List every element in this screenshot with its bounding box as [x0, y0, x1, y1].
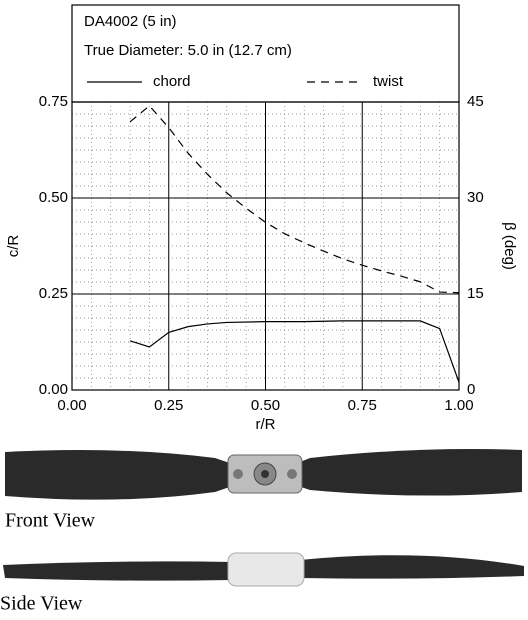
x-tick-label: 0.25 — [154, 397, 183, 414]
series-line — [129, 320, 460, 383]
chart-title: DA4002 (5 in) — [84, 13, 177, 30]
y-tick-label: 0.25 — [39, 285, 68, 302]
side-view-photo — [3, 552, 524, 587]
plot-frame — [71, 101, 460, 391]
y2-tick-label: 0 — [467, 381, 475, 398]
front-view-photo — [5, 449, 522, 500]
legend-label: twist — [373, 73, 404, 90]
x-tick-label: 0.75 — [348, 397, 377, 414]
x-tick-label: 0.50 — [251, 397, 280, 414]
legend-label: chord — [153, 73, 191, 90]
x-axis-label: r/R — [256, 416, 276, 433]
front-view-label: Front View — [5, 510, 96, 532]
side-view-label: Side View — [0, 593, 83, 615]
y-tick-label: 0.75 — [39, 93, 68, 110]
y-tick-label: 0.00 — [39, 381, 68, 398]
y2-tick-label: 15 — [467, 285, 484, 302]
chart-subtitle: True Diameter: 5.0 in (12.7 cm) — [84, 42, 292, 59]
y2-tick-label: 45 — [467, 93, 484, 110]
x-tick-label: 0.00 — [57, 397, 86, 414]
y2-tick-label: 30 — [467, 189, 484, 206]
y-tick-label: 0.50 — [39, 189, 68, 206]
x-tick-label: 1.00 — [444, 397, 473, 414]
y2-axis-label: β (deg) — [501, 222, 518, 270]
y-axis-label: c/R — [5, 235, 22, 258]
series-line — [129, 105, 460, 294]
